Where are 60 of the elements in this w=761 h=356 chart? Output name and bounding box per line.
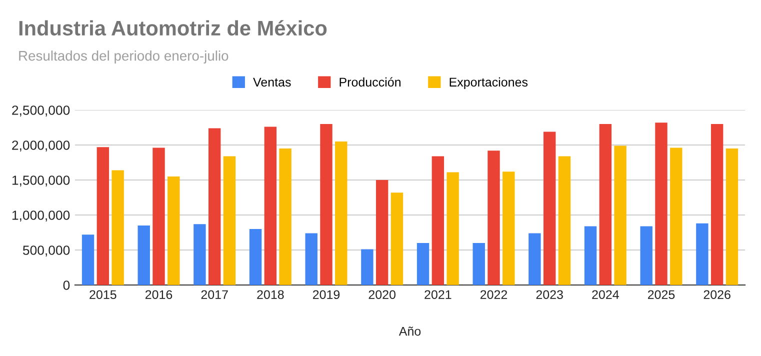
y-tick-label: 2,000,000 [12, 140, 70, 152]
y-tick-label: 2,500,000 [12, 106, 70, 116]
bar [416, 243, 430, 285]
bar [152, 148, 165, 285]
chart-title: Industria Automotriz de México [19, 20, 327, 36]
bar [670, 148, 682, 285]
x-tick-label: 2026 [704, 290, 730, 300]
bar [488, 150, 500, 285]
x-tick-label: 2018 [257, 290, 284, 300]
y-tick-label: 0 [63, 280, 70, 290]
bar [194, 224, 206, 285]
bar [584, 226, 597, 285]
bar [168, 176, 180, 285]
bar [599, 124, 612, 285]
bar [528, 233, 541, 285]
bar [249, 229, 262, 285]
bar [726, 148, 738, 285]
y-tick-label: 1,000,000 [12, 210, 70, 222]
bar [138, 226, 150, 285]
x-tick-label: 2025 [648, 290, 675, 300]
bar [614, 146, 626, 285]
x-tick-label: 2017 [201, 290, 228, 300]
legend-label: Exportaciones [450, 77, 528, 90]
bar [279, 148, 292, 285]
bar [208, 128, 221, 285]
bar [335, 142, 348, 285]
legend-label: Producción [340, 77, 400, 87]
y-tick-label: 1,500,000 [12, 176, 70, 186]
bar [376, 180, 388, 285]
bar [361, 249, 374, 285]
bar [264, 126, 277, 285]
y-tick-label: 500,000 [22, 246, 70, 256]
bar [696, 223, 708, 285]
bar [96, 147, 110, 285]
bar [502, 172, 515, 285]
bar [82, 234, 94, 285]
bar [655, 122, 668, 285]
x-tick-label: 2022 [480, 290, 508, 300]
chart-subtitle: Resultados del periodo enero-julio [19, 50, 228, 64]
bar [320, 124, 332, 285]
x-tick-label: 2015 [90, 290, 116, 300]
bar [640, 226, 652, 285]
bar [543, 132, 556, 285]
x-tick-label: 2016 [145, 290, 172, 300]
bar [112, 170, 124, 285]
legend-label: Ventas [253, 78, 291, 87]
bar [223, 156, 236, 285]
x-tick-label: 2020 [368, 290, 396, 300]
bar [432, 156, 444, 285]
x-tick-label: 2021 [424, 290, 452, 300]
bar [710, 124, 724, 285]
x-tick-label: 2019 [312, 290, 340, 300]
bar [305, 233, 318, 285]
bar [472, 243, 485, 285]
x-axis-title: Año [398, 326, 421, 336]
x-tick-label: 2023 [536, 290, 563, 300]
bar [446, 172, 459, 285]
bar [558, 156, 571, 285]
bar [390, 192, 404, 285]
x-tick-label: 2024 [592, 290, 619, 300]
